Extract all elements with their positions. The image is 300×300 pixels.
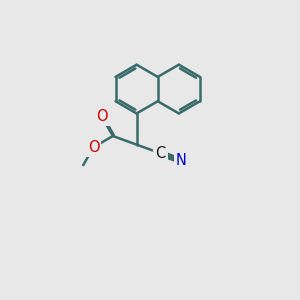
Text: N: N bbox=[176, 153, 187, 168]
Text: O: O bbox=[96, 109, 108, 124]
Text: C: C bbox=[155, 146, 166, 161]
Text: O: O bbox=[88, 140, 99, 155]
